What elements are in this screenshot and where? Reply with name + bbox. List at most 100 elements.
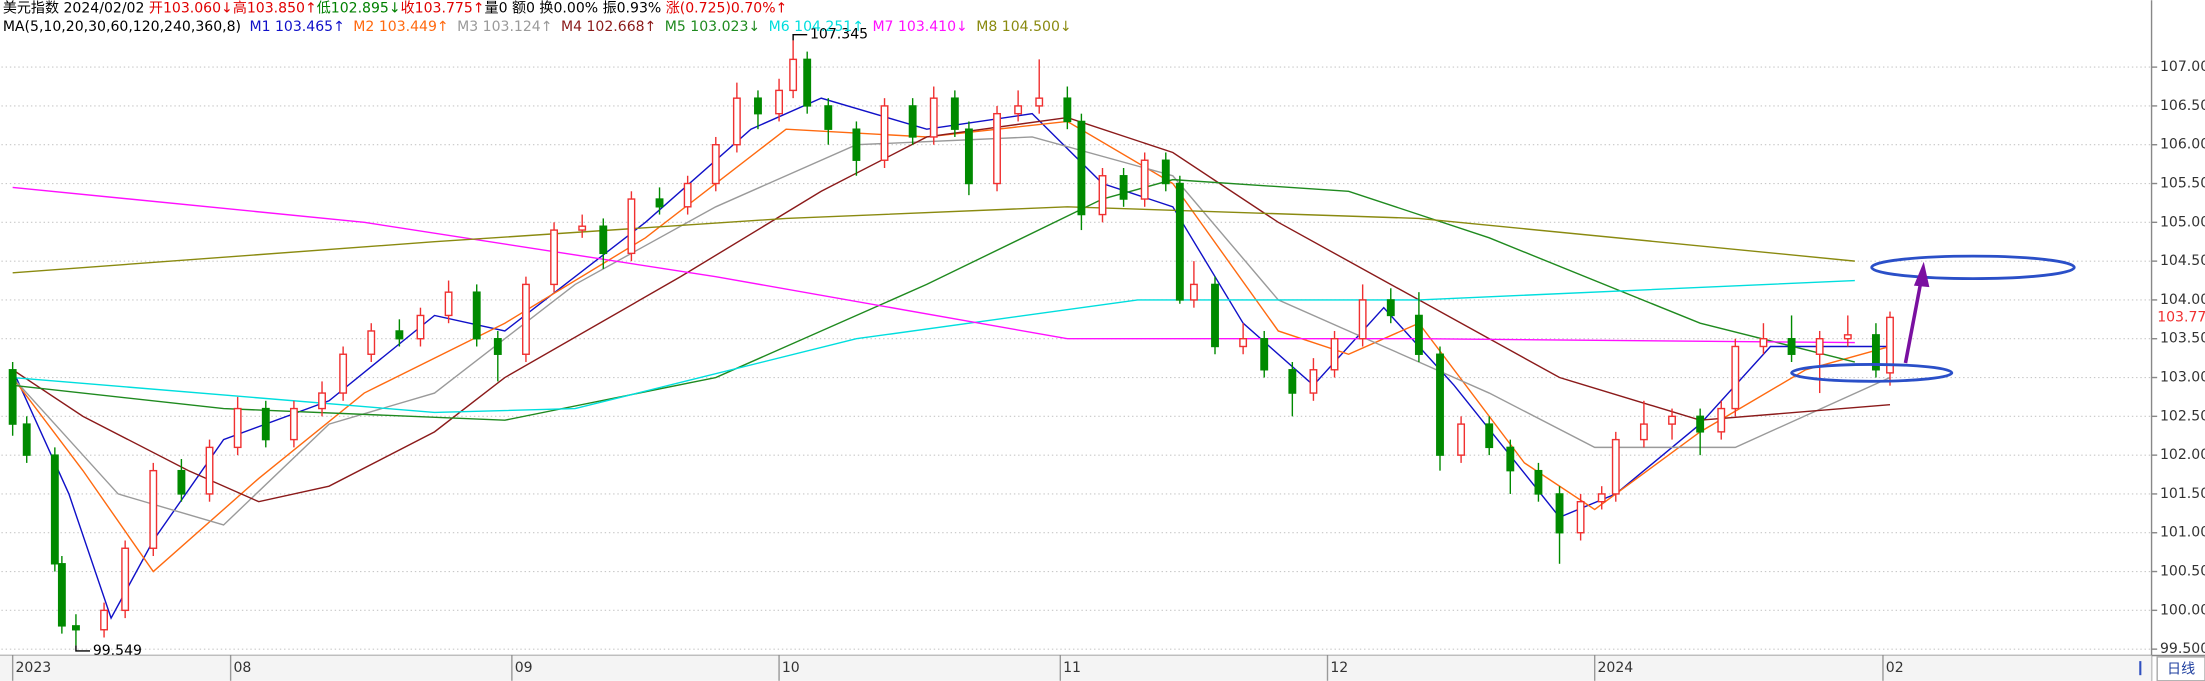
- legend-entry: M8 104.500↓: [976, 19, 1071, 35]
- drawn-arrow-head: [1913, 261, 1930, 288]
- header-item: 收103.775↑: [401, 1, 485, 17]
- candle-body: [1576, 500, 1585, 534]
- candle-body: [1098, 175, 1107, 216]
- candle-body: [177, 469, 186, 495]
- candle-body: [8, 369, 17, 425]
- y-tick-label: 103.00: [2160, 370, 2205, 386]
- x-tick-label: 09: [515, 660, 533, 676]
- candle-body: [683, 182, 692, 208]
- period-label: 日线: [2167, 662, 2195, 678]
- legend-entry: M7 103.410↓: [872, 19, 967, 35]
- candle-body: [1555, 493, 1564, 534]
- x-tick-label: 2024: [1598, 660, 1634, 676]
- candle-body: [1239, 338, 1248, 348]
- candle-body: [1639, 423, 1648, 441]
- header-item: 低102.895↓: [317, 1, 401, 17]
- ma-line: [12, 136, 1891, 526]
- candle-body: [1668, 415, 1676, 425]
- candle-body: [789, 58, 798, 92]
- x-tick-label: 10: [782, 660, 800, 676]
- legend-entry: M1 103.465↑: [249, 19, 344, 35]
- ma-legend: MA(5,10,20,30,60,120,240,360,8) M1 103.46…: [3, 19, 1072, 35]
- candle-body: [395, 330, 404, 340]
- candle-body: [754, 97, 762, 115]
- ma-line: [12, 186, 1855, 344]
- drawn-ellipse: [1870, 254, 2076, 281]
- candle-body: [1063, 97, 1072, 123]
- y-tick-label: 102.50: [2160, 408, 2205, 424]
- candle-body: [627, 198, 636, 255]
- legend-entry: M5 103.023↓: [665, 19, 760, 35]
- candle-body: [803, 58, 812, 107]
- annotation: 107.345: [810, 27, 868, 43]
- candle-body: [1119, 175, 1128, 200]
- candle-body: [1611, 438, 1620, 495]
- candle-body: [1871, 334, 1880, 371]
- candle-body: [993, 112, 1001, 185]
- x-tick-label: 11: [1063, 660, 1081, 676]
- header-item: 涨(0.725)0.70%↑: [666, 1, 788, 17]
- candle-body: [1731, 345, 1740, 410]
- y-tick-label: 100.50: [2160, 564, 2205, 580]
- candle-body: [824, 105, 833, 130]
- candle-body: [1330, 338, 1339, 371]
- candle-body: [1035, 97, 1044, 107]
- x-tick-label: 2023: [15, 660, 51, 676]
- y-tick-label: 102.00: [2160, 447, 2205, 463]
- candle-body: [852, 128, 861, 161]
- legend-entry: M3 103.124↑: [457, 19, 552, 35]
- ma-line: [12, 206, 1855, 274]
- y-tick-label: 103.50: [2160, 331, 2205, 347]
- header-item: 美元指数 2024/02/02: [3, 1, 149, 17]
- candle-body: [599, 225, 608, 255]
- y-tick-label: 104.00: [2160, 292, 2205, 308]
- candle-body: [50, 454, 59, 565]
- ma-line: [12, 116, 1891, 503]
- candle-body: [1815, 338, 1824, 355]
- candle-body: [493, 338, 502, 355]
- y-tick-label: 99.500: [2160, 641, 2205, 657]
- candle-body: [416, 314, 425, 340]
- candle-body: [1175, 182, 1184, 301]
- legend-entry: M2 103.449↑: [353, 19, 448, 35]
- candle-body: [1717, 407, 1726, 433]
- candle-body: [578, 225, 587, 231]
- candle-body: [57, 563, 66, 627]
- candle-body: [908, 105, 917, 138]
- candle-body: [1260, 338, 1269, 371]
- y-tick-label: 106.50: [2160, 98, 2205, 114]
- y-tick-label: 101.00: [2160, 525, 2205, 541]
- candle-body: [1787, 338, 1796, 355]
- candle-body: [339, 353, 348, 394]
- header-item: 开103.060↓: [149, 1, 233, 17]
- candle-body: [550, 229, 559, 286]
- candle-body: [1506, 446, 1515, 472]
- legend-entry: M4 102.668↑: [561, 19, 656, 35]
- candle-body: [121, 547, 130, 612]
- candle-body: [929, 97, 938, 138]
- y-tick-label: 101.50: [2160, 486, 2205, 502]
- y-tick-label: 105.50: [2160, 176, 2205, 192]
- candle-body: [1696, 415, 1705, 433]
- candle-body: [1189, 283, 1198, 301]
- candle-body: [1759, 338, 1768, 348]
- candle-body: [22, 423, 31, 456]
- candle-body: [522, 283, 530, 355]
- candle-body: [880, 105, 889, 161]
- candle-body: [1161, 159, 1170, 185]
- candle-body: [444, 291, 453, 317]
- last-price-label: 103.775: [2157, 309, 2205, 325]
- y-tick-label: 104.50: [2160, 253, 2205, 269]
- candle-body: [1436, 353, 1444, 456]
- ma-line: [12, 120, 1891, 573]
- candle-body: [1457, 423, 1466, 456]
- x-tick-label: 12: [1330, 660, 1348, 676]
- y-tick-label: 106.00: [2160, 137, 2205, 153]
- candle-body: [1358, 299, 1367, 340]
- annotation-leader: [792, 34, 808, 41]
- legend-entry: M6 104.251↑: [769, 19, 864, 35]
- header-line: 美元指数 2024/02/02 开103.060↓高103.850↑低102.8…: [3, 0, 788, 17]
- candle-body: [732, 97, 741, 146]
